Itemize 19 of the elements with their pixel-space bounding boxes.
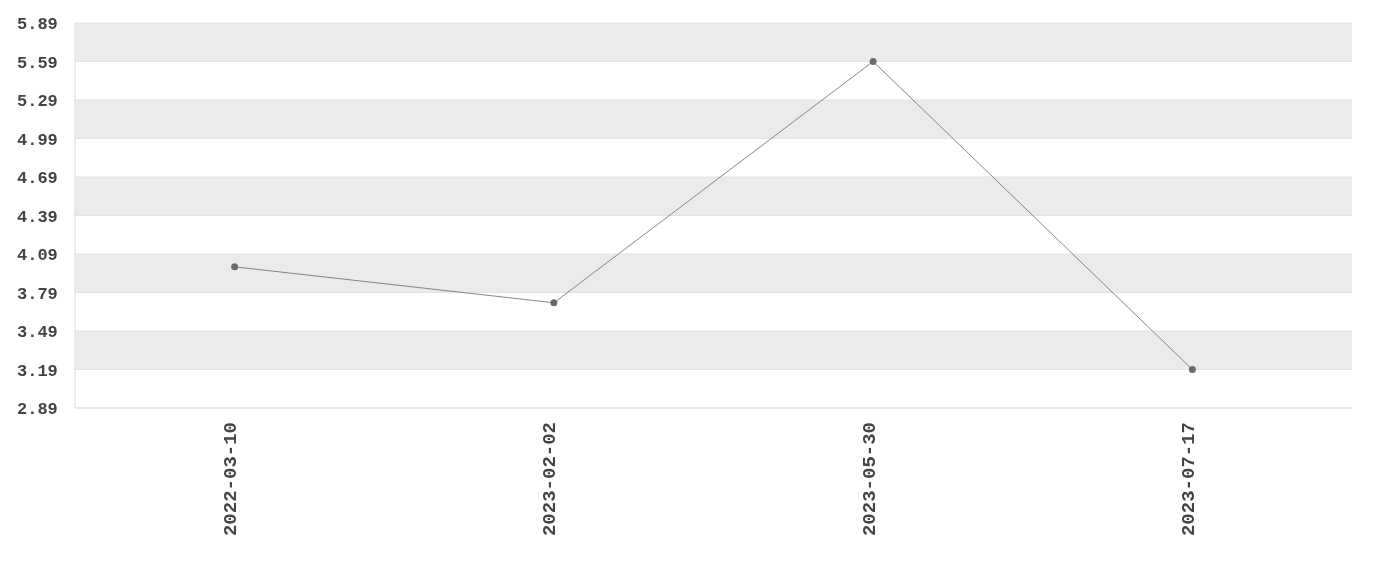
y-tick-label: 3.79 — [17, 284, 58, 304]
y-tick-label: 3.19 — [17, 361, 58, 381]
point — [1188, 366, 1196, 373]
y-tick-label: 3.49 — [17, 323, 58, 343]
y-tick-label: 5.89 — [17, 15, 58, 35]
y-tick-label: 4.99 — [17, 130, 58, 150]
x-tick-label: 2023-05-30 — [858, 422, 881, 537]
y-tick-label: 5.29 — [17, 92, 58, 112]
point — [550, 299, 558, 307]
y-tick-label: 5.59 — [17, 53, 58, 73]
y-tick-label: 4.69 — [17, 169, 58, 189]
y-tick-label: 4.39 — [17, 207, 58, 227]
point — [869, 58, 877, 65]
x-tick-label: 2022-03-10 — [220, 422, 243, 537]
point — [231, 263, 239, 271]
y-tick-label: 4.09 — [17, 246, 58, 266]
x-tick-label: 2023-02-02 — [539, 422, 562, 537]
x-tick-label: 2023-07-17 — [1177, 422, 1200, 537]
y-tick-label: 2.89 — [17, 400, 58, 420]
